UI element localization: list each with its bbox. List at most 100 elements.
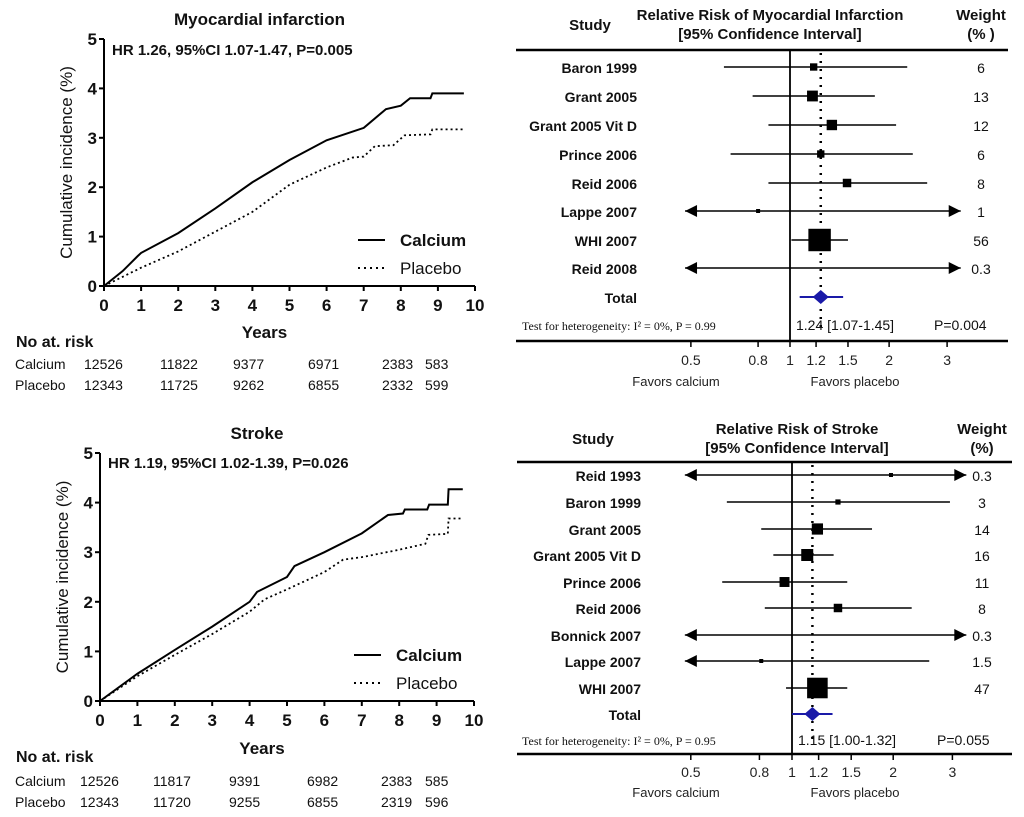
x-tick-label: 10 — [466, 296, 485, 315]
study-label: Prince 2006 — [563, 575, 641, 591]
point-estimate — [801, 549, 814, 561]
study-label: WHI 2007 — [575, 233, 637, 249]
at-risk-value: 6982 — [307, 773, 338, 789]
y-axis-label: Cumulative incidence (%) — [57, 66, 76, 259]
point-estimate — [817, 150, 825, 158]
study-weight: 13 — [973, 89, 989, 105]
at-risk-value: 596 — [425, 794, 449, 810]
x-axis-label: Years — [239, 739, 284, 758]
study-weight: 8 — [978, 601, 986, 617]
point-estimate — [807, 677, 828, 699]
at-risk-value: 11720 — [153, 794, 191, 810]
study-weight: 56 — [973, 233, 989, 249]
at-risk-value: 11725 — [160, 377, 198, 393]
series-line-placebo — [99, 517, 463, 702]
at-risk-value: 12343 — [80, 794, 119, 810]
at-risk-heading: No at. risk — [16, 334, 93, 351]
total-label: Total — [609, 707, 641, 723]
legend-label: Placebo — [396, 674, 457, 693]
study-label: WHI 2007 — [579, 681, 641, 697]
study-label: Grant 2005 — [565, 89, 638, 105]
study-label: Reid 1993 — [576, 468, 642, 484]
total-diamond — [804, 707, 821, 721]
at-risk-row-label: Calcium — [15, 356, 66, 372]
x-tick-label: 9 — [432, 711, 441, 730]
heterogeneity-test: Test for heterogeneity: I² = 0%, P = 0.9… — [522, 319, 716, 333]
pooled-p-value: P=0.004 — [934, 317, 987, 333]
arrow-left-icon — [684, 629, 697, 641]
study-column-header: Study — [572, 431, 614, 448]
study-weight: 6 — [977, 147, 985, 163]
at-risk-value: 9262 — [233, 377, 264, 393]
arrow-right-icon — [948, 205, 961, 217]
study-weight: 0.3 — [971, 261, 991, 277]
total-diamond — [812, 290, 829, 304]
at-risk-value: 12343 — [84, 377, 123, 393]
study-weight: 16 — [974, 548, 990, 564]
point-estimate — [809, 63, 818, 71]
km-plot-0: Myocardial infarction HR 1.26, 95%CI 1.07… — [15, 10, 484, 393]
arrow-right-icon — [948, 262, 961, 274]
y-axis-label: Cumulative incidence (%) — [53, 481, 72, 674]
km-plot-2: Stroke HR 1.19, 95%CI 1.02-1.39, P=0.026 0… — [15, 424, 483, 810]
x-tick-label: 8 — [396, 296, 405, 315]
study-weight: 14 — [974, 522, 990, 538]
point-estimate — [759, 659, 764, 663]
point-estimate — [756, 209, 761, 213]
study-label: Reid 2006 — [572, 176, 638, 192]
legend-label: Placebo — [400, 259, 461, 278]
study-label: Grant 2005 Vit D — [529, 118, 637, 134]
point-estimate — [808, 228, 831, 252]
x-tick-label: 7 — [357, 711, 366, 730]
point-estimate — [888, 473, 893, 477]
favors-calcium-label: Favors calcium — [632, 785, 719, 800]
at-risk-value: 585 — [425, 773, 449, 789]
study-label: Lappe 2007 — [565, 654, 641, 670]
at-risk-value: 2332 — [382, 377, 413, 393]
study-weight: 12 — [973, 118, 989, 134]
at-risk-value: 599 — [425, 377, 449, 393]
x-tick-label: 3 — [211, 296, 220, 315]
x-tick-label: 10 — [465, 711, 484, 730]
at-risk-value: 9391 — [229, 773, 260, 789]
series-line-calcium — [103, 92, 464, 287]
x-tick-label: 4 — [248, 296, 258, 315]
study-weight: 47 — [974, 681, 990, 697]
weight-column-unit: (%) — [970, 440, 993, 457]
at-risk-row-label: Placebo — [15, 377, 66, 393]
y-tick-label: 1 — [84, 642, 93, 661]
x-axis-label: Years — [242, 323, 287, 342]
legend-label: Calcium — [400, 231, 466, 250]
point-estimate — [811, 523, 824, 535]
point-estimate — [833, 603, 843, 613]
at-risk-value: 6855 — [307, 794, 338, 810]
pooled-estimate-text: 1.24 [1.07-1.45] — [796, 317, 894, 333]
point-estimate — [807, 90, 818, 102]
x-tick-label: 1 — [133, 711, 142, 730]
at-risk-value: 6971 — [308, 356, 339, 372]
x-tick-label: 1.5 — [841, 764, 861, 780]
forest-title: Relative Risk of Stroke — [716, 421, 879, 438]
x-tick-label: 2 — [889, 764, 897, 780]
y-tick-label: 5 — [84, 444, 93, 463]
study-weight: 6 — [977, 60, 985, 76]
point-estimate — [842, 178, 852, 188]
y-tick-label: 0 — [84, 692, 93, 711]
y-tick-label: 4 — [88, 79, 98, 98]
at-risk-value: 2383 — [382, 356, 413, 372]
study-weight: 1.5 — [972, 654, 992, 670]
favors-placebo-label: Favors placebo — [811, 785, 900, 800]
x-tick-label: 1.2 — [809, 764, 829, 780]
x-tick-label: 2 — [885, 352, 893, 368]
arrow-left-icon — [685, 262, 698, 274]
study-weight: 3 — [978, 495, 986, 511]
study-label: Grant 2005 — [569, 522, 642, 538]
point-estimate — [835, 499, 841, 505]
at-risk-row-label: Placebo — [15, 794, 66, 810]
forest-subtitle: [95% Confidence Interval] — [678, 26, 861, 43]
x-tick-label: 2 — [173, 296, 182, 315]
point-estimate — [779, 577, 790, 587]
x-tick-label: 6 — [322, 296, 331, 315]
weight-column-header: Weight — [956, 7, 1006, 24]
